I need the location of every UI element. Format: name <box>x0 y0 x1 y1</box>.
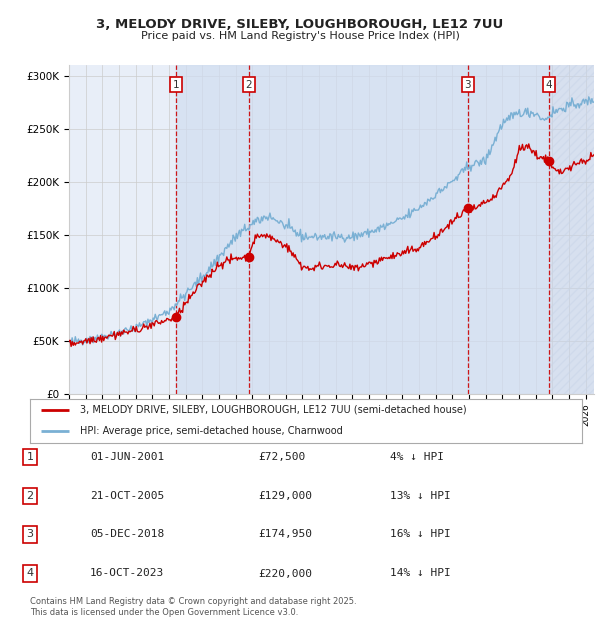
Bar <box>249 65 467 394</box>
Bar <box>467 65 549 394</box>
Bar <box>549 65 594 394</box>
Text: 4: 4 <box>545 80 552 90</box>
Text: HPI: Average price, semi-detached house, Charnwood: HPI: Average price, semi-detached house,… <box>80 426 343 436</box>
Text: 16% ↓ HPI: 16% ↓ HPI <box>390 529 451 539</box>
Text: 1: 1 <box>26 452 34 462</box>
Text: £174,950: £174,950 <box>258 529 312 539</box>
Text: 21-OCT-2005: 21-OCT-2005 <box>90 491 164 501</box>
Text: Price paid vs. HM Land Registry's House Price Index (HPI): Price paid vs. HM Land Registry's House … <box>140 31 460 41</box>
Text: 13% ↓ HPI: 13% ↓ HPI <box>390 491 451 501</box>
Text: 01-JUN-2001: 01-JUN-2001 <box>90 452 164 462</box>
Text: 1: 1 <box>173 80 179 90</box>
Text: 3: 3 <box>26 529 34 539</box>
Text: 3, MELODY DRIVE, SILEBY, LOUGHBOROUGH, LE12 7UU: 3, MELODY DRIVE, SILEBY, LOUGHBOROUGH, L… <box>97 19 503 31</box>
Bar <box>176 65 249 394</box>
Text: 2: 2 <box>26 491 34 501</box>
Text: 3, MELODY DRIVE, SILEBY, LOUGHBOROUGH, LE12 7UU (semi-detached house): 3, MELODY DRIVE, SILEBY, LOUGHBOROUGH, L… <box>80 405 466 415</box>
Text: £129,000: £129,000 <box>258 491 312 501</box>
Text: £220,000: £220,000 <box>258 569 312 578</box>
Text: £72,500: £72,500 <box>258 452 305 462</box>
Text: Contains HM Land Registry data © Crown copyright and database right 2025.
This d: Contains HM Land Registry data © Crown c… <box>30 598 356 617</box>
Text: 14% ↓ HPI: 14% ↓ HPI <box>390 569 451 578</box>
Text: 2: 2 <box>245 80 253 90</box>
Text: 3: 3 <box>464 80 471 90</box>
Text: 16-OCT-2023: 16-OCT-2023 <box>90 569 164 578</box>
Text: 4: 4 <box>26 569 34 578</box>
Text: 05-DEC-2018: 05-DEC-2018 <box>90 529 164 539</box>
Text: 4% ↓ HPI: 4% ↓ HPI <box>390 452 444 462</box>
